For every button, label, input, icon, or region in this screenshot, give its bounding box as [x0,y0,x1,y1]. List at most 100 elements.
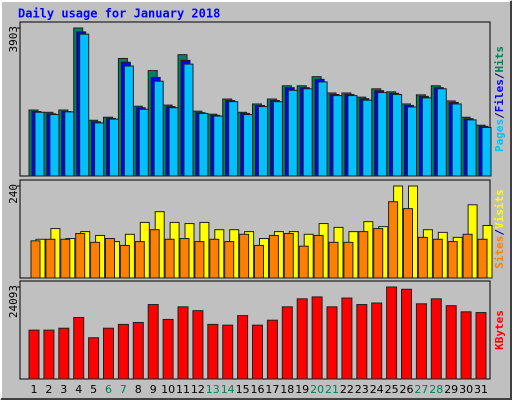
bar [243,114,254,177]
legend-entry: KBytes [493,310,506,350]
legend: KBytes [493,310,506,350]
bar [183,63,194,177]
bar [392,93,403,177]
bar [386,286,398,380]
x-tick-label: 24 [370,383,384,396]
bar [281,306,293,380]
bar [407,106,417,177]
bar [168,107,179,177]
x-tick-label: 25 [385,383,399,396]
x-tick-label: 19 [295,383,309,396]
bar [317,81,328,177]
legend-entry: Files [493,79,506,112]
x-tick-label: 6 [105,383,112,396]
bar [45,238,56,279]
bar [147,304,159,380]
bar [119,244,130,279]
bar [132,321,144,380]
bar [432,238,443,279]
x-tick-label: 10 [161,383,175,396]
bar [88,337,100,380]
legend-separator: / [493,72,506,79]
bar [138,108,149,177]
bar [377,92,388,177]
bar [481,126,492,177]
bar [451,103,462,177]
bar [272,101,283,177]
x-tick-label: 8 [135,383,142,396]
bar [162,318,174,380]
bar [28,329,40,380]
bar [64,111,75,177]
bar [258,106,268,177]
bar [117,323,129,380]
legend: Sites/Visits [493,189,506,269]
x-tick-label: 23 [355,383,369,396]
bar [445,305,457,380]
chart-title: Daily usage for January 2018 [18,7,220,21]
x-tick-label: 15 [236,383,250,396]
bar [417,236,428,279]
bar [94,122,105,177]
bar [358,231,369,279]
bar [239,233,250,279]
x-tick-label: 13 [206,383,220,396]
bar [311,296,323,380]
bar [192,310,204,380]
bar [283,233,294,279]
bar [356,304,368,380]
bar [401,288,412,380]
bar [237,315,249,380]
bar [436,88,447,177]
bar [79,33,90,177]
bar [43,329,55,380]
bar [134,241,145,279]
x-tick-label: 12 [191,383,205,396]
bar [198,112,209,177]
x-tick-label: 11 [176,383,190,396]
bar [209,238,220,279]
bar [332,95,343,177]
x-tick-label: 20 [310,383,324,396]
x-tick-label: 14 [221,383,235,396]
bar [347,95,358,177]
bar [103,327,114,380]
bar [462,233,473,279]
bar [179,238,190,279]
bar [326,306,338,380]
x-tick-label: 3 [60,383,67,396]
legend: Pages/Files/Hits [493,46,506,152]
bar [430,298,442,380]
bar [373,228,384,279]
bar [371,302,383,380]
bar [287,89,298,177]
bar [149,229,160,279]
bar [30,240,41,279]
bar [194,241,205,279]
x-tick-label: 17 [265,383,279,396]
bar [388,201,399,279]
bar [313,234,324,279]
bar [123,65,134,177]
bar [34,111,45,177]
bar [75,233,86,279]
x-tick-label: 7 [120,383,127,396]
bar [362,99,373,177]
bar [403,208,413,279]
y-tick-label: 3903 [7,26,20,53]
bar [207,323,219,380]
x-tick-label: 28 [429,383,443,396]
bar [60,238,71,279]
bar [460,311,472,380]
x-tick-label: 22 [340,383,354,396]
bar [109,118,119,177]
y-tick-label: 24093 [7,285,20,318]
bar [266,319,278,380]
bar [252,324,263,380]
bar [466,119,477,177]
legend-entry: Pages [493,119,506,152]
bar [228,101,239,177]
